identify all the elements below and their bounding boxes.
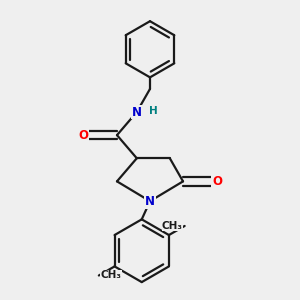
Text: H: H (149, 106, 158, 116)
Text: O: O (78, 129, 88, 142)
Text: CH₃: CH₃ (100, 271, 122, 281)
Text: O: O (212, 175, 222, 188)
Text: CH₃: CH₃ (162, 221, 183, 231)
Text: N: N (145, 195, 155, 208)
Text: N: N (132, 106, 142, 118)
